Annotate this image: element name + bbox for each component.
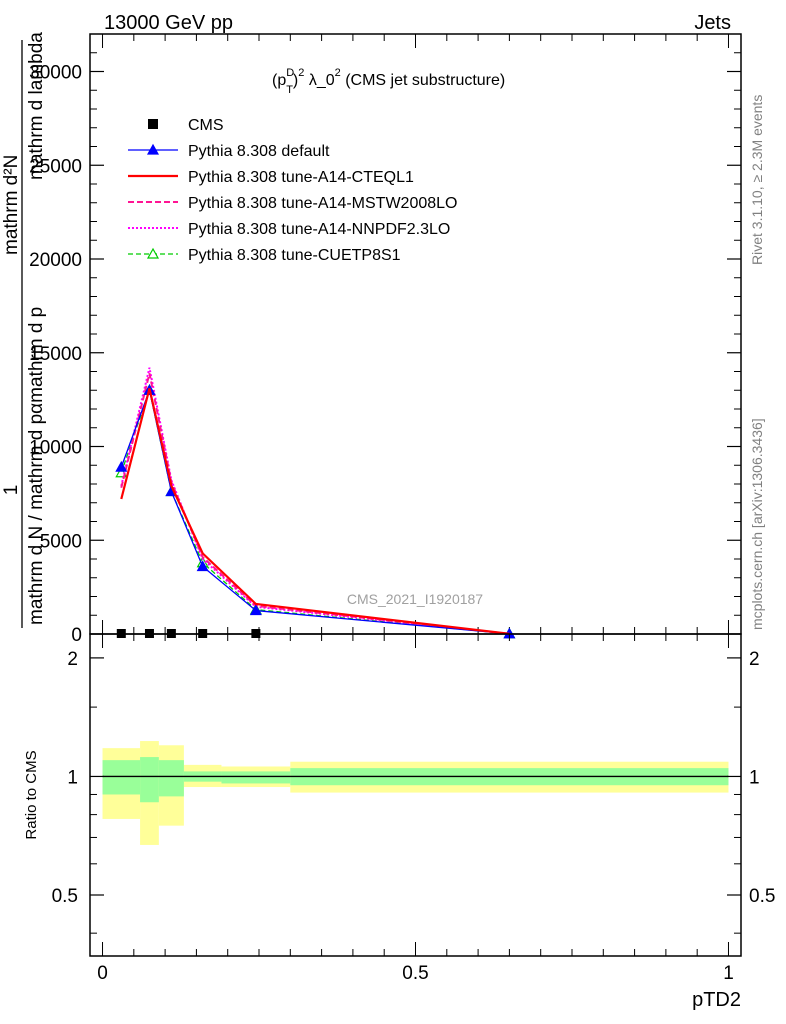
legend-item-nnpdf: Pythia 8.308 tune-A14-NNPDF2.3LO bbox=[128, 221, 450, 238]
series-line-cteql1 bbox=[120, 388, 510, 635]
series-line-mstw bbox=[120, 373, 510, 635]
x-axis-label: pTD2 bbox=[692, 989, 741, 1011]
analysis-watermark: CMS_2021_I1920187 bbox=[347, 591, 483, 607]
ratio-y-tick-label: 1 bbox=[67, 767, 78, 788]
series-nnpdf bbox=[120, 367, 510, 635]
ratio-y-tick-label-right: 1 bbox=[749, 767, 760, 788]
legend-label: Pythia 8.308 tune-A14-MSTW2008LO bbox=[188, 195, 457, 212]
ratio-y-tick-label: 0.5 bbox=[52, 886, 78, 907]
legend-label: Pythia 8.308 default bbox=[188, 143, 330, 160]
legend-item-mstw: Pythia 8.308 tune-A14-MSTW2008LO bbox=[128, 195, 457, 212]
ratio-plot-frame bbox=[89, 633, 742, 957]
ratio-y-tick-labels: 0.5 0.5 1 1 2 2 bbox=[52, 649, 776, 907]
legend-item-data: CMS bbox=[148, 117, 224, 134]
ratio-y-axis-label: Ratio to CMS bbox=[23, 750, 40, 839]
chart-title: (pD T)2 λ_02 (CMS jet substructure) bbox=[272, 67, 505, 96]
main-y-tick-label: 30000 bbox=[29, 63, 82, 84]
main-y-tick-label: 10000 bbox=[29, 438, 82, 459]
rivet-label: Rivet 3.1.10, ≥ 2.3M events bbox=[749, 95, 765, 265]
ratio-y-tick-label: 2 bbox=[67, 649, 78, 670]
ylabel-line-5: mathrm d lambda bbox=[26, 32, 47, 180]
legend-item-default: Pythia 8.308 default bbox=[128, 143, 330, 160]
series-marker-default bbox=[115, 460, 128, 472]
legend-marker bbox=[146, 143, 160, 155]
x-tick-label: 1 bbox=[723, 963, 734, 984]
main-y-tick-label: 25000 bbox=[29, 156, 82, 177]
header-right: Jets bbox=[694, 12, 731, 34]
legend-label: Pythia 8.308 tune-A14-CTEQL1 bbox=[188, 169, 414, 186]
mcplots-label: mcplots.cern.ch [arXiv:1306.3436] bbox=[749, 418, 765, 630]
legend-marker bbox=[146, 247, 160, 259]
header-left: 13000 GeV pp bbox=[104, 12, 233, 34]
series-marker-default bbox=[249, 604, 262, 616]
legend-label: Pythia 8.308 tune-CUETP8S1 bbox=[188, 247, 401, 264]
x-tick-label: 0.5 bbox=[402, 963, 428, 984]
ratio-band-inner bbox=[158, 760, 184, 797]
x-tick-labels: 0 0.5 1 bbox=[97, 963, 734, 984]
main-y-tick-label: 5000 bbox=[40, 531, 82, 552]
ratio-band-inner bbox=[221, 771, 291, 784]
ratio-bands bbox=[102, 741, 729, 845]
series-cteql1 bbox=[120, 388, 510, 635]
x-tick-label: 0 bbox=[97, 963, 108, 984]
ratio-y-tick-label-right: 2 bbox=[749, 649, 760, 670]
legend: CMS Pythia 8.308 default Pythia 8.308 tune… bbox=[128, 117, 457, 264]
series-marker-default bbox=[196, 560, 209, 572]
ylabel-line-2: mathrm d N / mathrm d pαmathrm d p bbox=[26, 307, 47, 625]
ylabel-line-3: mathrm d²N bbox=[1, 155, 22, 255]
legend-label: CMS bbox=[188, 117, 224, 134]
main-y-tick-label: 20000 bbox=[29, 250, 82, 271]
main-y-tick-labels: 0 5000 10000 15000 20000 25000 30000 bbox=[29, 63, 82, 647]
legend-item-cteql1: Pythia 8.308 tune-A14-CTEQL1 bbox=[128, 169, 414, 186]
ratio-y-tick-label-right: 0.5 bbox=[749, 886, 775, 907]
main-y-ticks bbox=[90, 34, 741, 635]
ratio-band-inner bbox=[102, 760, 141, 795]
series-layer bbox=[115, 367, 516, 639]
main-y-tick-label: 15000 bbox=[29, 344, 82, 365]
ratio-band-inner bbox=[140, 757, 159, 803]
ratio-ticks bbox=[90, 634, 741, 956]
legend-item-cuetp8s1: Pythia 8.308 tune-CUETP8S1 bbox=[128, 247, 401, 264]
legend-label: Pythia 8.308 tune-A14-NNPDF2.3LO bbox=[188, 221, 450, 238]
legend-swatch bbox=[148, 119, 158, 129]
ylabel-line-1: 1 bbox=[1, 485, 22, 496]
main-y-tick-label: 0 bbox=[71, 625, 82, 646]
series-mstw bbox=[120, 373, 510, 635]
series-line-nnpdf bbox=[120, 367, 510, 635]
main-y-axis-label: 1 mathrm d N / mathrm d pαmathrm d p mat… bbox=[1, 32, 47, 628]
